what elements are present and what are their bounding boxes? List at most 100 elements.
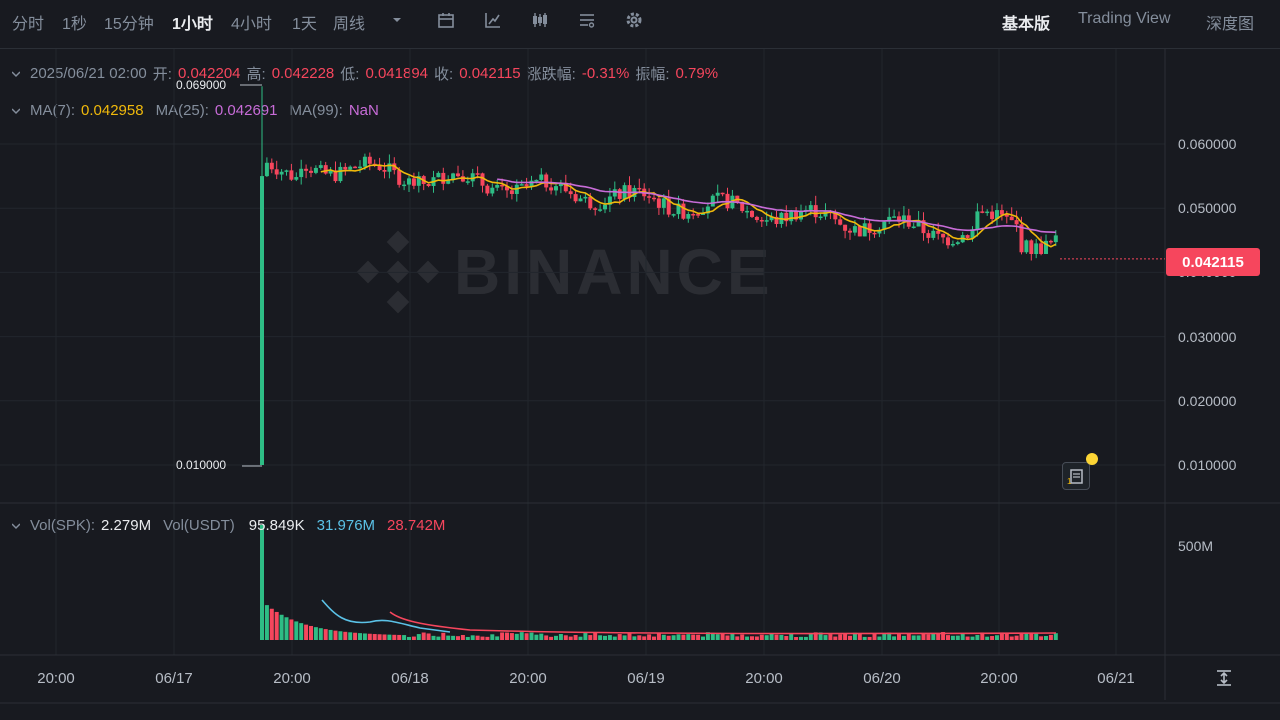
candle-body bbox=[284, 170, 289, 172]
volume-bar bbox=[475, 635, 480, 640]
candle-body bbox=[367, 156, 372, 164]
volume-bar bbox=[446, 635, 451, 640]
volume-bar bbox=[843, 633, 848, 640]
volume-bar bbox=[656, 633, 661, 640]
volume-bar bbox=[794, 636, 799, 640]
calendar-icon[interactable] bbox=[437, 11, 455, 29]
volume-bar bbox=[652, 636, 656, 640]
volume-bar bbox=[563, 635, 568, 640]
volume-bar bbox=[715, 634, 720, 640]
layout-icon[interactable] bbox=[578, 11, 596, 29]
volume-bar bbox=[568, 636, 573, 640]
indicator-icon[interactable] bbox=[484, 11, 502, 29]
candle-body bbox=[1014, 220, 1019, 225]
candle-body bbox=[784, 212, 789, 222]
candle-body bbox=[955, 242, 960, 244]
volume-bar bbox=[735, 636, 740, 640]
candle-body bbox=[794, 210, 799, 220]
candle-body bbox=[382, 169, 387, 172]
volume-bar bbox=[975, 634, 980, 640]
candle-body bbox=[950, 243, 955, 246]
ma99-value: NaN bbox=[348, 102, 379, 119]
gear-icon[interactable] bbox=[625, 11, 643, 29]
candle-body bbox=[916, 220, 921, 227]
collapse-chevron-icon[interactable] bbox=[12, 522, 20, 530]
timeframe-4h[interactable]: 4小时 bbox=[231, 16, 272, 33]
volume-bar bbox=[480, 636, 485, 640]
volume-bar bbox=[750, 636, 754, 640]
volume-bar bbox=[931, 632, 936, 640]
candle-body bbox=[416, 176, 421, 186]
volume-row: Vol(SPK): 2.279M Vol(USDT) 95.849K 31.97… bbox=[12, 517, 451, 534]
volume-bar bbox=[397, 634, 402, 640]
timeframe-weekly[interactable]: 周线 bbox=[333, 16, 366, 33]
volume-bar bbox=[754, 636, 759, 640]
notification-dot bbox=[1086, 453, 1098, 465]
y-tick: 0.010000 bbox=[1178, 457, 1237, 473]
current-price-tag: 0.042115 bbox=[1166, 248, 1260, 276]
timeframe-time-sharing[interactable]: 分时 bbox=[12, 16, 45, 33]
candle-body bbox=[539, 174, 544, 180]
open-value: 0.042204 bbox=[177, 65, 241, 82]
volume-bar bbox=[333, 630, 338, 640]
timeframe-1h[interactable]: 1小时 bbox=[172, 16, 213, 33]
candle-body bbox=[676, 203, 681, 215]
svg-text:1: 1 bbox=[1067, 477, 1072, 486]
timeframe-1s[interactable]: 1秒 bbox=[62, 16, 87, 33]
volume-bar bbox=[838, 634, 843, 640]
volume-bar bbox=[514, 633, 519, 640]
volume-bar bbox=[647, 634, 652, 640]
fit-screen-icon[interactable] bbox=[1214, 668, 1234, 688]
candle-body bbox=[666, 198, 671, 215]
close-value: 0.042115 bbox=[459, 65, 521, 82]
volume-bar bbox=[779, 634, 784, 640]
view-tab-basic[interactable]: 基本版 bbox=[1002, 16, 1051, 33]
alert-widget-button[interactable]: 1 bbox=[1062, 462, 1090, 490]
volume-bar bbox=[774, 634, 779, 640]
volume-bar bbox=[990, 636, 995, 640]
collapse-chevron-icon[interactable] bbox=[12, 70, 20, 78]
volume-bar bbox=[764, 635, 769, 640]
candle-body bbox=[1004, 214, 1009, 217]
timeframe-15m[interactable]: 15分钟 bbox=[104, 16, 154, 33]
volume-bar bbox=[392, 634, 397, 640]
volume-bar bbox=[1053, 633, 1058, 640]
candle-body bbox=[1034, 243, 1039, 255]
candle-body bbox=[833, 212, 838, 220]
timeframe-1d[interactable]: 1天 bbox=[292, 16, 317, 33]
volume-bar bbox=[578, 636, 583, 640]
view-tab-depth[interactable]: 深度图 bbox=[1206, 16, 1255, 33]
candle-body bbox=[289, 170, 294, 180]
volume-bar bbox=[460, 634, 465, 640]
candle-body bbox=[451, 173, 456, 181]
ma7-line bbox=[320, 164, 1057, 248]
candle-type-icon[interactable] bbox=[531, 11, 549, 29]
vol-ma-b-value: 28.742M bbox=[387, 517, 446, 534]
vol-usdt-value: 95.849K bbox=[248, 517, 305, 534]
candle-body bbox=[544, 174, 549, 188]
volume-bar bbox=[946, 635, 950, 640]
volume-bar bbox=[808, 633, 813, 640]
candle-body bbox=[720, 192, 725, 195]
volume-bar bbox=[583, 632, 588, 640]
volume-bar bbox=[485, 636, 490, 640]
candle-body bbox=[759, 219, 764, 222]
x-tick: 06/18 bbox=[391, 670, 429, 687]
volume-bar bbox=[509, 633, 514, 640]
candle-body bbox=[313, 167, 318, 173]
chevron-down-icon[interactable] bbox=[390, 13, 404, 27]
volume-bar bbox=[661, 634, 666, 640]
candle-body bbox=[965, 235, 970, 238]
volume-bar bbox=[759, 634, 764, 640]
volume-bar bbox=[985, 636, 990, 640]
candle-body bbox=[353, 166, 358, 169]
collapse-chevron-icon[interactable] bbox=[12, 107, 20, 115]
volume-bar bbox=[867, 636, 872, 640]
volume-bar bbox=[705, 632, 710, 640]
candle-body bbox=[715, 192, 720, 196]
volume-bar bbox=[598, 635, 603, 640]
view-tab-tradingview[interactable]: Trading View bbox=[1078, 10, 1171, 27]
volume-bar bbox=[980, 632, 985, 640]
x-tick: 20:00 bbox=[37, 670, 75, 687]
